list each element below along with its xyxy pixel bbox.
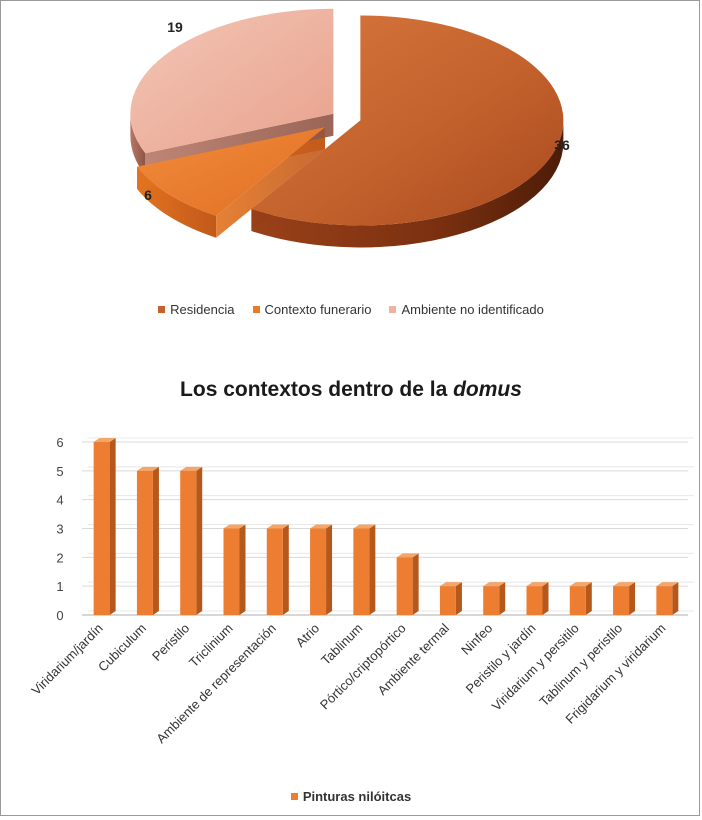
bar-ninfeo — [483, 582, 506, 615]
bar-top — [613, 582, 636, 587]
x-tick-label-viridarium-jardin: Viridarium/jardín — [28, 621, 105, 698]
bar-side — [542, 582, 549, 615]
bar-triclinium — [223, 524, 246, 615]
bar-top — [483, 582, 506, 587]
bar-portico-criptoportico — [396, 553, 419, 615]
pie-side-residencia — [251, 120, 564, 248]
pie-legend-item-contexto-funerario: Contexto funerario — [252, 302, 372, 317]
pie-side-contexto-funerario — [136, 166, 217, 238]
bar-side — [109, 438, 116, 615]
legend-label: Contexto funerario — [264, 302, 372, 317]
bar-legend-item: Pinturas nilóitcas — [290, 789, 412, 804]
bar-top — [396, 553, 419, 558]
bar-side — [196, 466, 203, 615]
y-tick-label: 0 — [56, 608, 63, 623]
bar-side — [455, 582, 462, 615]
bar-front — [656, 586, 673, 615]
pie-chart: 36 6 19 — [130, 8, 570, 248]
bar-viridarium-jardin — [93, 438, 116, 615]
bar-tablinum-y-peristilo — [613, 582, 636, 615]
legend-swatch — [389, 306, 397, 313]
bar-side — [282, 524, 289, 615]
pie-slice-ambiente-no-identificado — [130, 8, 334, 154]
bar-viridarium-y-persitilo — [569, 582, 592, 615]
bar-front — [439, 586, 456, 615]
bar-ambiente-termal — [439, 582, 462, 615]
bar-front — [180, 470, 197, 615]
bar-top — [353, 524, 376, 529]
bar-front — [569, 586, 586, 615]
x-tick-label-peristilo: Peristilo — [149, 621, 192, 664]
pie-data-label-contexto-funerario: 6 — [144, 187, 152, 203]
pie-side-ambiente-no-identificado — [130, 113, 146, 176]
x-tick-label-tablinum-y-peristilo: Tablinum y peristilo — [536, 621, 625, 710]
pie-legend-item-ambiente-no-identificado: Ambiente no identificado — [389, 302, 544, 317]
bar-top — [439, 582, 462, 587]
bar-peristilo-y-jardin — [526, 582, 549, 615]
bar-side — [326, 524, 333, 615]
y-tick-label: 5 — [56, 464, 63, 479]
legend-label: Residencia — [170, 302, 235, 317]
bar-tablinum — [353, 524, 376, 615]
bar-front — [613, 586, 630, 615]
bar-frigidarium-y-viridarium — [656, 582, 679, 615]
bar-front — [353, 528, 370, 615]
x-tick-label-ninfeo: Ninfeo — [458, 621, 495, 658]
legend-swatch — [290, 793, 298, 800]
bar-front — [266, 528, 283, 615]
legend-label: Ambiente no identificado — [401, 302, 544, 317]
bar-chart-title: Los contextos dentro de la domus — [180, 378, 522, 401]
bar-side — [629, 582, 636, 615]
bar-side — [499, 582, 506, 615]
bar-cubiculum — [136, 466, 159, 615]
pie-legend: Residencia Contexto funerario Ambiente no … — [0, 302, 702, 317]
bar-top — [180, 466, 203, 471]
bar-front — [136, 470, 153, 615]
bar-top — [93, 438, 116, 442]
bar-side — [152, 466, 159, 615]
bar-front — [93, 442, 110, 615]
bar-top — [526, 582, 549, 587]
bar-top — [266, 524, 289, 529]
bar-atrio — [310, 524, 333, 615]
pie-data-label-residencia: 36 — [554, 137, 570, 153]
bar-top — [310, 524, 333, 529]
pie-slice-contexto-funerario — [136, 127, 326, 216]
pie-slice-residencia — [251, 15, 564, 226]
bar-top — [569, 582, 592, 587]
bar-legend: Pinturas nilóitcas — [0, 789, 702, 804]
bar-front — [223, 528, 240, 615]
legend-swatch — [158, 306, 166, 313]
x-tick-label-atrio: Atrio — [293, 621, 323, 651]
y-tick-label: 6 — [56, 435, 63, 450]
pie-data-label-ambiente-no-identificado: 19 — [167, 19, 183, 35]
bar-front — [310, 528, 327, 615]
bar-peristilo — [180, 466, 203, 615]
pie-legend-item-residencia: Residencia — [158, 302, 235, 317]
y-tick-label: 1 — [56, 579, 63, 594]
y-tick-label: 4 — [56, 493, 63, 508]
bar-side — [239, 524, 246, 615]
bar-front — [483, 586, 500, 615]
legend-label: Pinturas nilóitcas — [302, 789, 412, 804]
y-tick-label: 2 — [56, 550, 63, 565]
legend-swatch — [252, 306, 260, 313]
bar-side — [369, 524, 376, 615]
bar-top — [136, 466, 159, 471]
bar-side — [585, 582, 592, 615]
y-tick-label: 3 — [56, 522, 63, 537]
bar-top — [656, 582, 679, 587]
bar-front — [396, 557, 413, 615]
bar-side — [412, 553, 419, 615]
bar-top — [223, 524, 246, 529]
bar-side — [672, 582, 679, 615]
bar-front — [526, 586, 543, 615]
bar-ambiente-de-representacion — [266, 524, 289, 615]
